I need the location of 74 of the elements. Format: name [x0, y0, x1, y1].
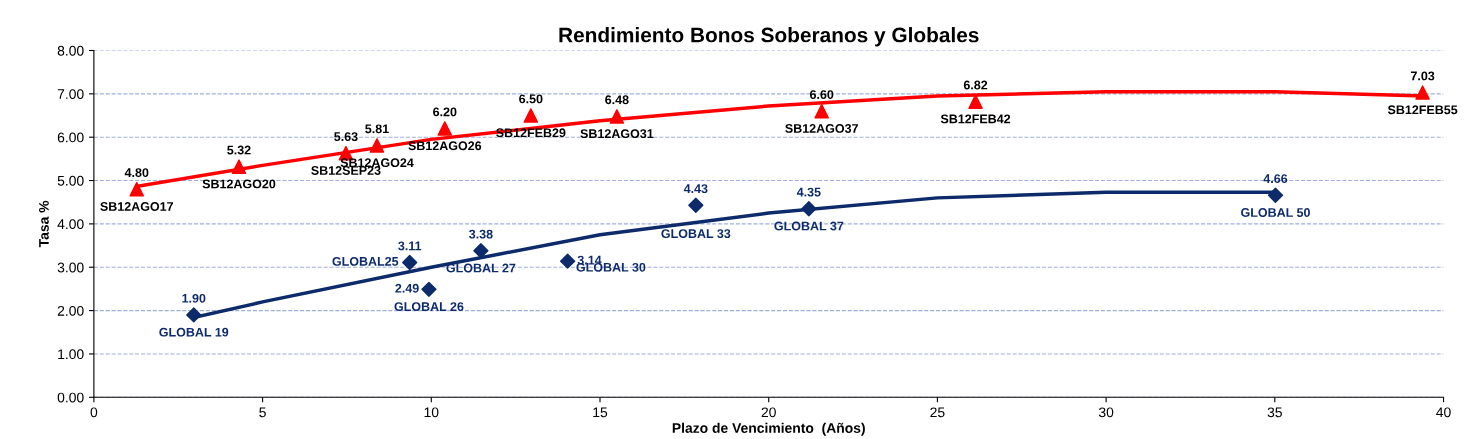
data-label: 3.11: [398, 241, 422, 251]
y-tick-label: 4.00: [57, 219, 84, 230]
point: [129, 181, 145, 197]
data-label: 4.66: [1263, 174, 1288, 184]
y-tick-label: 5.00: [57, 175, 84, 186]
annotation: SB12AGO20: [202, 179, 276, 189]
chart-title: Rendimiento Bonos Soberanos y Globales: [559, 27, 979, 47]
annotation: SB12AGO26: [408, 141, 482, 151]
data-label: 6.60: [809, 90, 834, 99]
annotation: SB12AGO24: [340, 158, 414, 168]
point: [559, 253, 576, 269]
data-label: 4.80: [124, 168, 149, 178]
data-label: 6.50: [519, 94, 543, 104]
data-label: 3.14: [577, 255, 602, 265]
data-label: 1.90: [182, 293, 206, 303]
x-tick-label: 5: [259, 407, 266, 418]
point: [968, 94, 983, 109]
y-tick-label: 8.00: [57, 45, 84, 56]
annotation: SB12AGO31: [580, 129, 654, 139]
point: [473, 243, 489, 259]
point: [369, 138, 385, 153]
x-tick-label: 0: [90, 407, 98, 418]
annotation: SB12SEP23: [311, 166, 381, 175]
data-label: 4.35: [796, 187, 821, 197]
data-label: 5.81: [365, 124, 389, 134]
data-label: 4.43: [683, 184, 708, 194]
annotation: SB12FEB55: [1387, 105, 1458, 115]
point: [437, 121, 453, 136]
x-tick-label: 20: [761, 407, 776, 418]
data-label: 6.48: [605, 95, 629, 105]
y-tick-label: 1.00: [58, 349, 84, 360]
x-tick-label: 15: [593, 407, 608, 418]
annotation: SB12AGO37: [785, 124, 858, 133]
y-tick-label: 6.00: [57, 132, 84, 143]
x-tick-label: 35: [1267, 407, 1282, 418]
point: [1267, 187, 1284, 203]
y-tick-label: 0.00: [57, 392, 84, 403]
data-label: 7.03: [1410, 71, 1435, 81]
annotation: GLOBAL 26: [394, 302, 464, 312]
data-label: 6.82: [963, 80, 988, 90]
annotation: SB12AGO17: [100, 202, 174, 211]
point: [609, 109, 625, 124]
annotation: GLOBAL 27: [446, 263, 516, 273]
annotation: GLOBAL25: [332, 256, 399, 266]
data-label: 3.38: [469, 229, 493, 239]
x-tick-label: 30: [1098, 407, 1114, 418]
annotation: GLOBAL 19: [159, 327, 229, 337]
data-label: 6.20: [433, 107, 457, 117]
data-label: 5.63: [334, 132, 358, 142]
x-tick-label: 25: [930, 407, 945, 418]
x-tick-label: 40: [1436, 407, 1451, 418]
data-label: 5.32: [227, 145, 251, 155]
y-axis-title: Tasa %: [39, 200, 49, 248]
annotation: GLOBAL 50: [1241, 208, 1310, 217]
y-tick-label: 7.00: [57, 89, 84, 100]
data-label: 2.49: [395, 283, 419, 293]
point: [421, 281, 437, 297]
y-tick-label: 3.00: [57, 262, 84, 273]
point: [523, 108, 539, 123]
annotation: GLOBAL 33: [661, 229, 731, 239]
point: [1415, 85, 1430, 100]
annotation: GLOBAL 30: [576, 262, 646, 272]
annotation: GLOBAL 37: [774, 221, 844, 231]
point: [814, 103, 829, 119]
point: [402, 254, 418, 271]
annotation: SB12FEB42: [940, 114, 1011, 124]
point: [186, 307, 202, 323]
annotation: SB12FEB29: [496, 128, 566, 138]
x-axis-title: Plazo de Vencimiento (Años): [672, 422, 865, 436]
y-tick-label: 2.00: [57, 305, 84, 316]
point: [801, 201, 817, 217]
point: [231, 159, 247, 174]
point: [688, 197, 704, 213]
x-tick-label: 10: [424, 407, 439, 418]
